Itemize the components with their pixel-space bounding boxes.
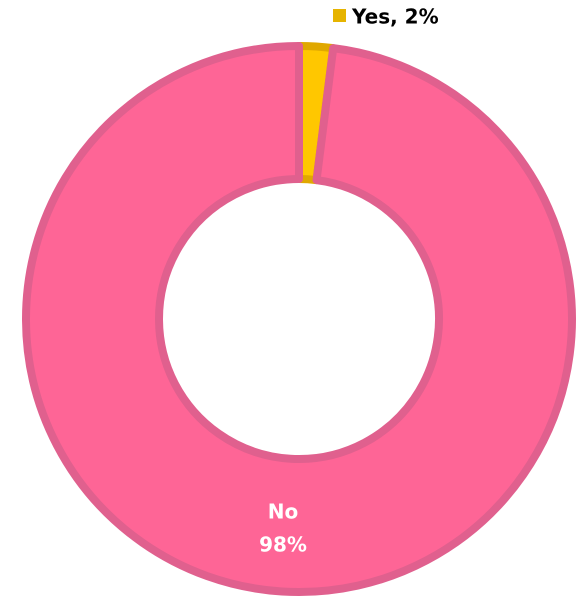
- donut-slice: [22, 42, 576, 596]
- data-label: Yes, 2%: [351, 5, 439, 29]
- data-label: 98%: [259, 533, 307, 557]
- category-label: No: [268, 500, 298, 524]
- legend-swatch: [333, 9, 346, 22]
